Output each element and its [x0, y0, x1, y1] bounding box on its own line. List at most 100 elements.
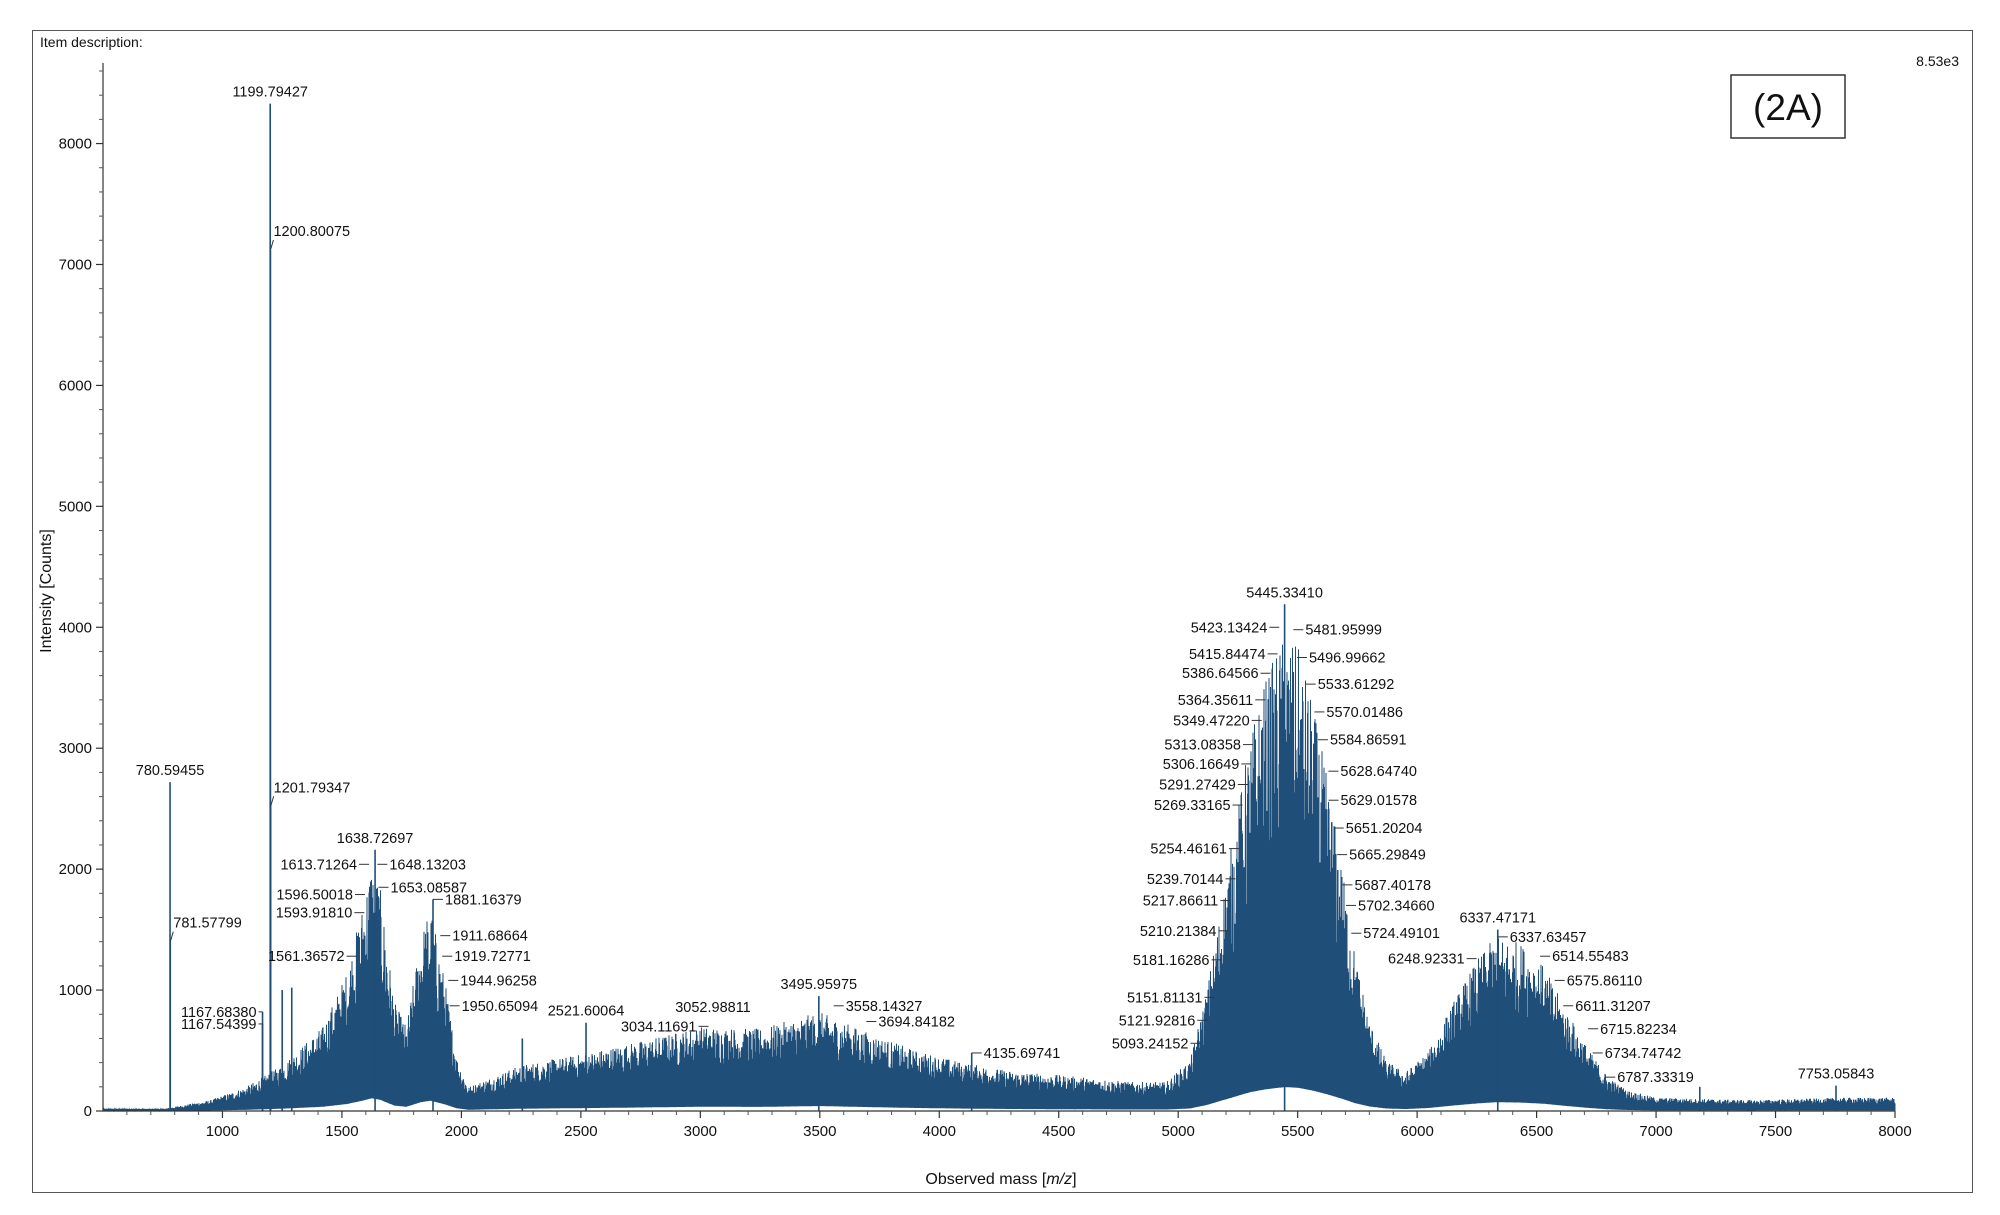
peak-label: 780.59455	[136, 763, 205, 779]
peak-label: 5239.70144	[1147, 872, 1224, 888]
intensity-scale-label: 8.53e3	[1916, 53, 1959, 69]
item-description-label: Item description:	[40, 34, 143, 50]
peak-label: 5415.84474	[1189, 647, 1266, 663]
peak-label: 1561.36572	[268, 949, 345, 965]
peak-label: 3558.14327	[846, 999, 923, 1015]
peak-label: 5121.92816	[1119, 1013, 1196, 1029]
peak-label: 5217.86611	[1143, 894, 1219, 910]
peak-label: 1593.91810	[276, 906, 353, 922]
x-tick-label: 5500	[1281, 1123, 1314, 1140]
peak-label: 6248.92331	[1388, 952, 1465, 968]
x-tick-label: 4000	[923, 1123, 956, 1140]
y-tick-label: 0	[84, 1103, 92, 1120]
peak-label: 5313.08358	[1164, 738, 1241, 754]
axes: 0 1000 2000 3000 4000 5000 6000 7000 8000 1000 150…	[59, 63, 1912, 1140]
y-tick-label: 8000	[59, 136, 92, 153]
plot-area	[102, 103, 1896, 1113]
peak-label: 5254.46161	[1150, 842, 1227, 858]
mass-spectrum-chart: Item description: 8.53e3 (2A) 0 1000 2000 3…	[38, 34, 1959, 1188]
peak-label: 6514.55483	[1552, 949, 1629, 965]
peak-label: 5628.64740	[1340, 764, 1417, 780]
peak-label: 1944.96258	[460, 973, 537, 989]
x-tick-label: 5000	[1162, 1123, 1195, 1140]
panel-tag-label: (2A)	[1753, 87, 1823, 128]
peak-label: 1200.80075	[273, 224, 350, 240]
peak-label: 5423.13424	[1191, 620, 1268, 636]
y-tick-label: 4000	[59, 619, 92, 636]
x-tick-label: 8000	[1878, 1123, 1911, 1140]
peak-label: 6715.82234	[1600, 1022, 1677, 1038]
peak-label: 5386.64566	[1182, 666, 1259, 682]
peak-label: 1638.72697	[337, 831, 414, 847]
peak-label: 1613.71264	[280, 857, 357, 873]
spectrum-trace	[102, 644, 1896, 1113]
peak-label: 1653.08587	[391, 880, 468, 896]
peak-label: 5291.27429	[1159, 777, 1236, 793]
peak-label: 5533.61292	[1318, 677, 1395, 693]
y-tick-label: 7000	[59, 256, 92, 273]
x-tick-label: 3500	[803, 1123, 836, 1140]
peak-label: 5496.99662	[1309, 651, 1386, 667]
peak-label: 3495.95975	[781, 977, 858, 993]
peak-label: 1919.72771	[454, 949, 531, 965]
y-tick-label: 5000	[59, 498, 92, 515]
peak-label: 1167.68380	[181, 1005, 257, 1021]
peak-label: 1167.54399	[181, 1017, 257, 1033]
peak-label: 6787.33319	[1617, 1070, 1694, 1086]
peak-label: 5629.01578	[1340, 793, 1417, 809]
peak-label: 3034.11691	[621, 1019, 697, 1035]
peak-label: 6611.31207	[1575, 999, 1651, 1015]
peak-label: 6734.74742	[1605, 1046, 1682, 1062]
y-tick-label: 1000	[59, 982, 92, 999]
peak-label: 5481.95999	[1305, 623, 1382, 639]
x-tick-label: 7000	[1639, 1123, 1672, 1140]
peak-label: 1648.13203	[389, 857, 466, 873]
peak-label: 5181.16286	[1133, 953, 1210, 969]
peak-label: 6337.47171	[1459, 911, 1536, 927]
peak-label: 5210.21384	[1140, 924, 1217, 940]
peak-label: 5151.81131	[1127, 990, 1203, 1006]
peak-label: 5702.34660	[1358, 898, 1435, 914]
peak-label: 5445.33410	[1246, 585, 1323, 601]
x-tick-label: 6000	[1400, 1123, 1433, 1140]
y-tick-label: 3000	[59, 740, 92, 757]
y-tick-label: 6000	[59, 377, 92, 394]
peak-label: 3052.98811	[675, 1000, 751, 1016]
peak-label: 1596.50018	[276, 888, 353, 904]
peak-label: 7753.05843	[1798, 1067, 1875, 1083]
peak-label: 1911.68664	[452, 929, 528, 945]
peak-label: 5570.01486	[1326, 705, 1403, 721]
peak-label: 5651.20204	[1346, 821, 1423, 837]
peak-label: 6575.86110	[1567, 973, 1643, 989]
peak-label: 781.57799	[173, 916, 242, 932]
peak-leader	[169, 931, 174, 942]
peak-label: 5364.35611	[1178, 693, 1254, 709]
peak-label: 5665.29849	[1349, 848, 1426, 864]
x-tick-label: 1500	[325, 1123, 358, 1140]
x-tick-label: 4500	[1042, 1123, 1075, 1140]
peak-label: 1950.65094	[462, 999, 539, 1015]
peak-label: 4135.69741	[984, 1046, 1061, 1062]
peak-label: 1199.79427	[232, 85, 308, 101]
x-axis-title: Observed mass [m/z]	[925, 1171, 1076, 1188]
peak-label: 5269.33165	[1154, 798, 1231, 814]
x-tick-label: 7500	[1759, 1123, 1792, 1140]
peak-leader	[269, 239, 274, 251]
peak-label: 5093.24152	[1112, 1036, 1189, 1052]
peak-label: 5687.40178	[1354, 878, 1431, 894]
x-tick-label: 2500	[564, 1123, 597, 1140]
peak-label: 5349.47220	[1173, 713, 1250, 729]
y-tick-label: 2000	[59, 861, 92, 878]
peak-label: 2521.60064	[548, 1004, 625, 1020]
spectrum-panel: Item description: 8.53e3 (2A) 0 1000 2000 3…	[32, 30, 1973, 1193]
peak-leader	[270, 796, 275, 807]
x-tick-label: 6500	[1520, 1123, 1553, 1140]
peak-label: 5724.49101	[1363, 926, 1440, 942]
peak-label: 6337.63457	[1510, 930, 1587, 946]
peak-label: 1881.16379	[445, 892, 522, 908]
y-axis-title: Intensity [Counts]	[38, 529, 55, 653]
peak-label: 3694.84182	[878, 1015, 955, 1031]
x-tick-label: 2000	[445, 1123, 478, 1140]
x-tick-label: 3000	[684, 1123, 717, 1140]
peak-labels: 1199.79427 1200.80075 1201.79347 780.59455 7…	[136, 85, 1875, 1086]
